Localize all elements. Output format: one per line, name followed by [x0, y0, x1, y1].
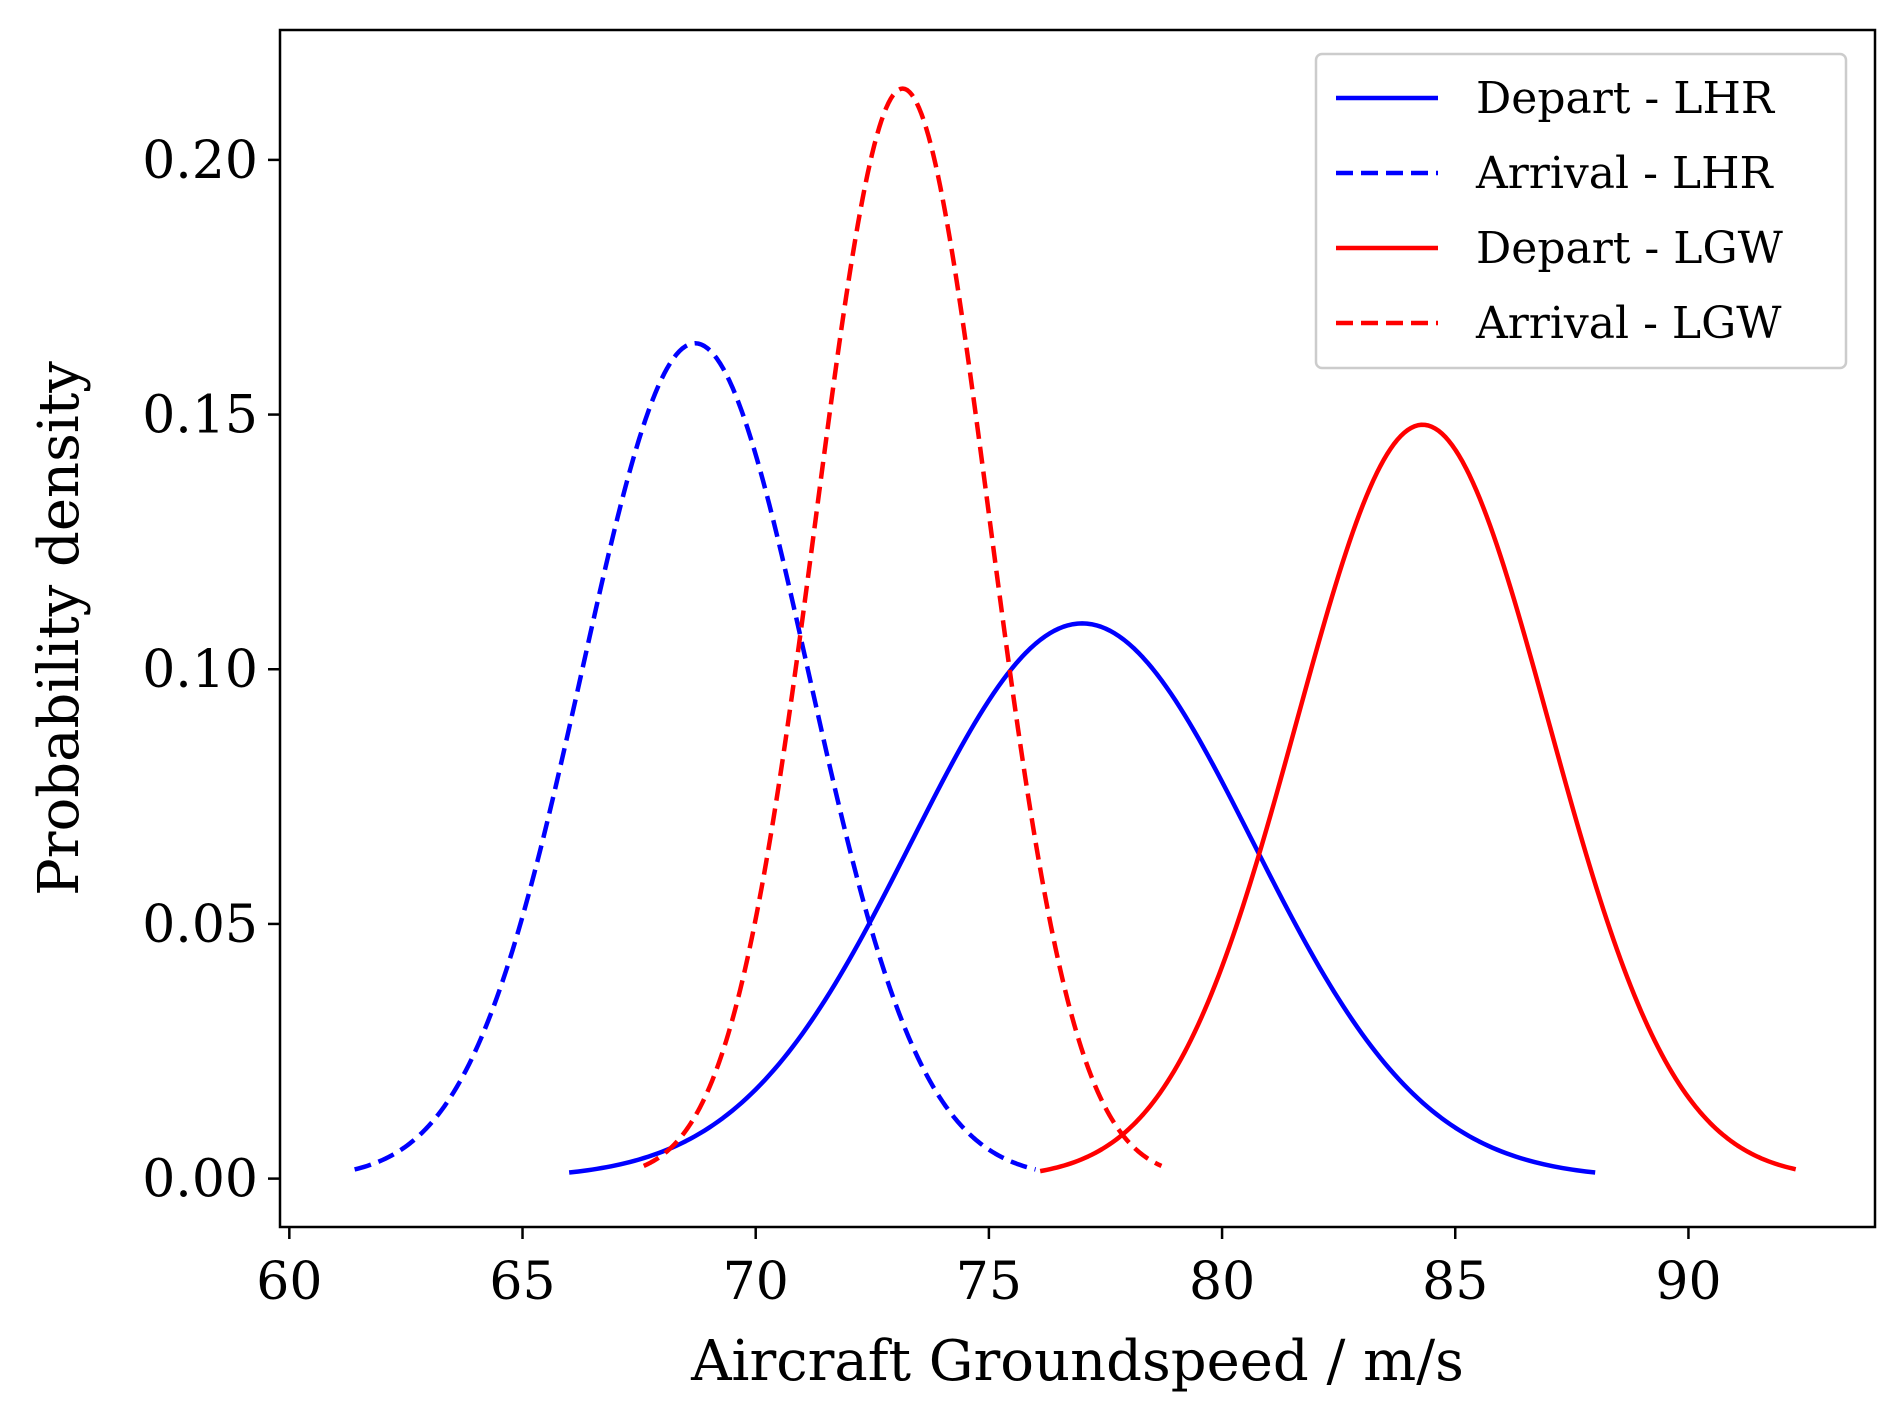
legend-label: Arrival - LHR	[1475, 148, 1775, 199]
legend-item: Arrival - LGW	[1336, 298, 1782, 349]
legend-box	[1314, 52, 1848, 370]
x-tick-label: 70	[723, 1252, 789, 1312]
legend-item: Depart - LGW	[1336, 223, 1784, 274]
legend-label: Depart - LGW	[1476, 223, 1784, 274]
series-line-depart-lhr	[568, 621, 1596, 1175]
y-tick-label: 0.00	[142, 1150, 258, 1210]
y-axis-title: Probability density	[27, 361, 92, 896]
series-line-depart-lgw	[1039, 422, 1797, 1174]
x-tick-label: 75	[956, 1252, 1022, 1312]
y-axis: 0.00 0.05 0.10 0.15 0.20	[142, 131, 280, 1210]
y-tick-label: 0.20	[142, 131, 258, 191]
legend-label: Arrival - LGW	[1475, 298, 1782, 349]
x-axis: 60 65 70 75 80 85 90	[256, 1227, 1722, 1312]
plot-frame	[278, 28, 1877, 1229]
series-layer	[354, 86, 1797, 1175]
x-tick-label: 60	[256, 1252, 322, 1312]
series-line-arrival-lhr	[354, 341, 1037, 1172]
legend-label: Depart - LHR	[1476, 73, 1776, 124]
y-tick-label: 0.10	[142, 640, 258, 700]
series-line-arrival-lgw	[642, 86, 1163, 1168]
x-axis-title: Aircraft Groundspeed / m/s	[690, 1329, 1464, 1394]
x-tick-label: 80	[1189, 1252, 1255, 1312]
legend: Depart - LHR Arrival - LHR Depart - LGW Arr…	[1314, 52, 1848, 370]
x-tick-label: 65	[489, 1252, 555, 1312]
x-tick-label: 85	[1422, 1252, 1488, 1312]
legend-item: Depart - LHR	[1336, 73, 1776, 124]
x-tick-label: 90	[1655, 1252, 1721, 1312]
y-tick-label: 0.05	[142, 895, 258, 955]
legend-item: Arrival - LHR	[1336, 148, 1775, 199]
y-tick-label: 0.15	[142, 386, 258, 446]
